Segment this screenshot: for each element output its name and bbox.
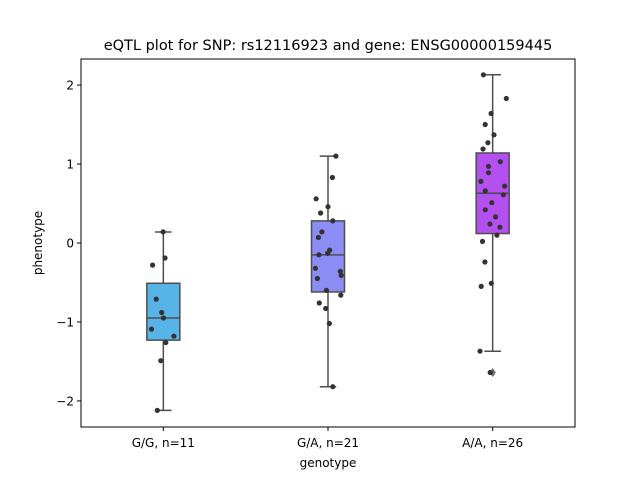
data-point [325,250,331,256]
y-tick-label: 2 [66,79,74,93]
data-point [492,214,499,220]
data-point [478,283,484,289]
data-point [318,210,324,216]
data-point [313,196,319,202]
data-point [163,339,169,346]
data-point [497,224,503,230]
y-tick-label: 0 [66,237,74,251]
data-point [502,183,508,189]
data-point [171,333,177,339]
data-point [323,287,329,293]
data-point [316,300,322,306]
data-point [323,305,329,312]
data-point [482,121,488,128]
data-point [489,200,495,206]
data-point [478,178,484,184]
data-point [153,296,159,302]
data-point [491,132,497,138]
data-point [314,275,320,282]
y-tick-label: −2 [56,394,74,408]
data-point [485,140,491,146]
data-point [154,407,160,413]
data-point [494,232,500,238]
data-point [477,348,483,354]
data-point [488,280,494,286]
data-point [159,309,165,316]
data-point [162,255,168,261]
data-point [160,315,167,321]
box-group-0 [146,229,181,413]
data-point [485,163,492,169]
data-point [480,146,486,152]
plot-area [146,72,510,413]
data-point [482,259,488,265]
data-point [482,207,488,213]
data-point [500,192,506,198]
data-point [326,320,332,327]
data-point [338,272,344,278]
data-point [158,358,164,364]
data-point [148,326,155,332]
data-point [160,229,166,235]
data-point [487,221,493,227]
y-tick-label: −1 [56,315,74,329]
data-point [485,170,492,176]
box-group-2 [475,72,510,378]
box-group-1 [310,153,346,390]
data-point [330,218,336,224]
data-point [479,238,486,244]
data-point [316,252,322,258]
x-tick-label: G/G, n=11 [132,436,195,450]
x-tick-label: A/A, n=26 [462,436,523,450]
data-point [330,384,336,390]
data-point [497,159,503,165]
data-point [487,369,493,376]
data-point [329,174,335,181]
data-point [325,204,331,210]
data-point [480,72,486,78]
x-tick-label: G/A, n=21 [297,436,359,450]
data-point [150,262,156,268]
y-axis-label: phenotype [31,211,45,275]
data-point [338,292,344,298]
axes: −2 −1 0 1 2 G/G, n=11 G/A, n=21 A/A, n=26 [56,79,523,450]
data-point [488,110,494,117]
chart-title: eQTL plot for SNP: rs12116923 and gene: … [104,38,553,54]
data-point [312,265,318,271]
x-axis-label: genotype [300,456,357,470]
data-point [319,229,325,235]
box-iqr [310,220,346,293]
data-point [333,153,339,159]
data-point [315,234,321,241]
data-point [337,268,343,274]
data-point [482,188,488,194]
data-point [503,95,509,102]
y-tick-label: 1 [66,158,74,172]
